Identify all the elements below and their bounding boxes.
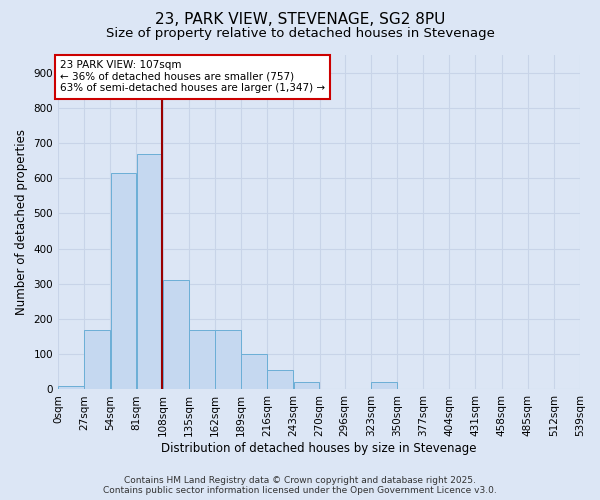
Bar [137,154,163,390]
Bar [110,173,136,390]
Bar [85,330,110,390]
Bar [371,382,397,390]
Bar [293,382,319,390]
Bar [268,370,293,390]
Bar [58,386,84,390]
Bar [241,354,267,390]
Text: 23 PARK VIEW: 107sqm
← 36% of detached houses are smaller (757)
63% of semi-deta: 23 PARK VIEW: 107sqm ← 36% of detached h… [60,60,325,94]
Text: 23, PARK VIEW, STEVENAGE, SG2 8PU: 23, PARK VIEW, STEVENAGE, SG2 8PU [155,12,445,28]
Text: Contains HM Land Registry data © Crown copyright and database right 2025.
Contai: Contains HM Land Registry data © Crown c… [103,476,497,495]
Bar [215,330,241,390]
Bar [163,280,188,390]
Bar [189,330,215,390]
X-axis label: Distribution of detached houses by size in Stevenage: Distribution of detached houses by size … [161,442,477,455]
Y-axis label: Number of detached properties: Number of detached properties [15,129,28,315]
Text: Size of property relative to detached houses in Stevenage: Size of property relative to detached ho… [106,28,494,40]
